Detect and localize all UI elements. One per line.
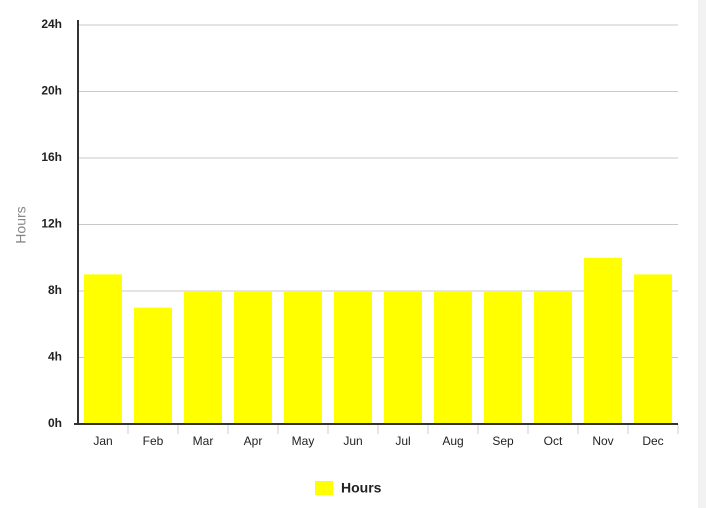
- x-tick-label: May: [292, 434, 315, 448]
- x-tick-label: Jul: [395, 434, 410, 448]
- bar: [234, 291, 272, 424]
- bar: [434, 291, 472, 424]
- bar: [284, 291, 322, 424]
- y-axis-label: Hours: [13, 206, 29, 243]
- bar: [384, 291, 422, 424]
- y-tick-label: 0h: [48, 416, 62, 430]
- bar: [484, 291, 522, 424]
- x-tick-label: Nov: [592, 434, 613, 448]
- x-tick-label: Dec: [642, 434, 663, 448]
- bar: [634, 274, 672, 424]
- x-tick-label: Jun: [343, 434, 362, 448]
- x-tick-label: Oct: [544, 434, 563, 448]
- x-tick-label: Apr: [244, 434, 263, 448]
- legend-swatch: [315, 481, 333, 495]
- legend-label: Hours: [341, 480, 382, 496]
- y-tick-label: 12h: [41, 217, 62, 231]
- y-tick-label: 24h: [41, 17, 62, 31]
- y-tick-label: 4h: [48, 350, 62, 364]
- bar: [84, 274, 122, 424]
- bar: [134, 307, 172, 424]
- bar: [584, 257, 622, 424]
- x-tick-label: Feb: [143, 434, 164, 448]
- x-tick-label: Aug: [442, 434, 463, 448]
- side-strip: [698, 0, 706, 508]
- bar: [334, 291, 372, 424]
- y-tick-label: 20h: [41, 84, 62, 98]
- y-tick-label: 8h: [48, 283, 62, 297]
- bar: [184, 291, 222, 424]
- x-tick-label: Mar: [193, 434, 214, 448]
- y-tick-label: 16h: [41, 150, 62, 164]
- x-tick-label: Sep: [492, 434, 514, 448]
- x-tick-label: Jan: [93, 434, 112, 448]
- bar: [534, 291, 572, 424]
